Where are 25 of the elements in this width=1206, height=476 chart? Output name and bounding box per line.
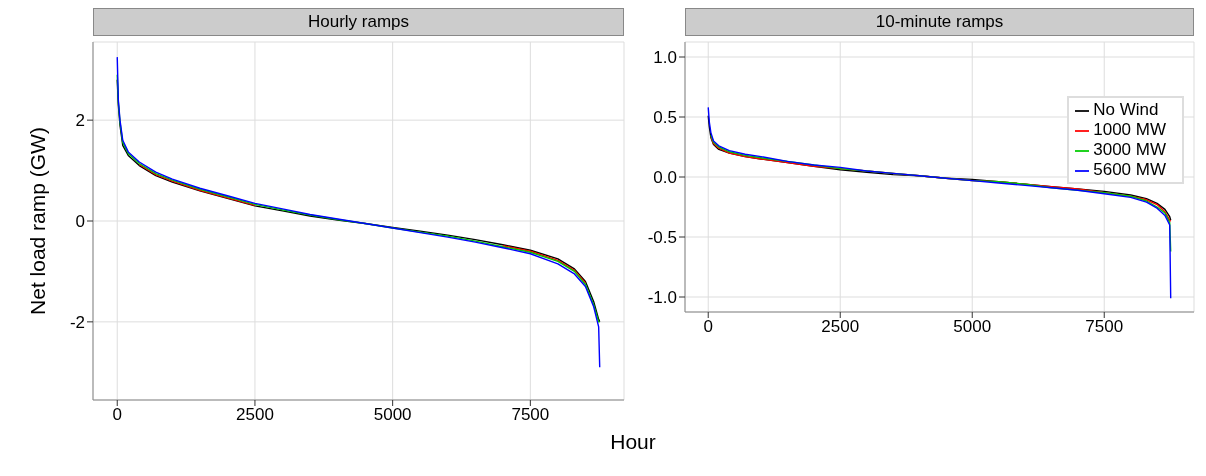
x-tick-label: 5000 <box>953 317 992 337</box>
x-tick-label: 5000 <box>373 405 412 425</box>
x-tick-label: 2500 <box>821 317 860 337</box>
x-tick-label: 2500 <box>236 405 274 425</box>
y-tick-label: 0.5 <box>653 108 677 128</box>
line-series <box>116 56 601 368</box>
chart-title: 10-minute ramps <box>685 8 1194 36</box>
x-tick-label: 7500 <box>1085 317 1124 337</box>
y-tick-label: -0.5 <box>647 228 677 248</box>
y-tick-label: 0 <box>75 212 85 232</box>
legend-label: 3000 MW <box>1093 140 1166 159</box>
y-tick-label: -2 <box>69 312 85 332</box>
legend-label: 1000 MW <box>1093 120 1166 139</box>
x-axis-title: Hour <box>609 430 657 454</box>
legend-label: 5600 MW <box>1093 160 1166 179</box>
x-tick-label: 0 <box>703 317 713 337</box>
x-tick-label: 7500 <box>511 405 550 425</box>
y-tick-label: -1.0 <box>647 288 677 308</box>
y-axis-title: Net load ramp (GW) <box>26 127 50 315</box>
chart-title: Hourly ramps <box>93 8 624 36</box>
legend-label: No Wind <box>1093 100 1159 119</box>
y-tick-label: 0.0 <box>653 168 677 188</box>
y-tick-label: 2 <box>75 111 85 131</box>
y-tick-label: 1.0 <box>653 48 677 68</box>
x-tick-label: 0 <box>112 405 122 425</box>
